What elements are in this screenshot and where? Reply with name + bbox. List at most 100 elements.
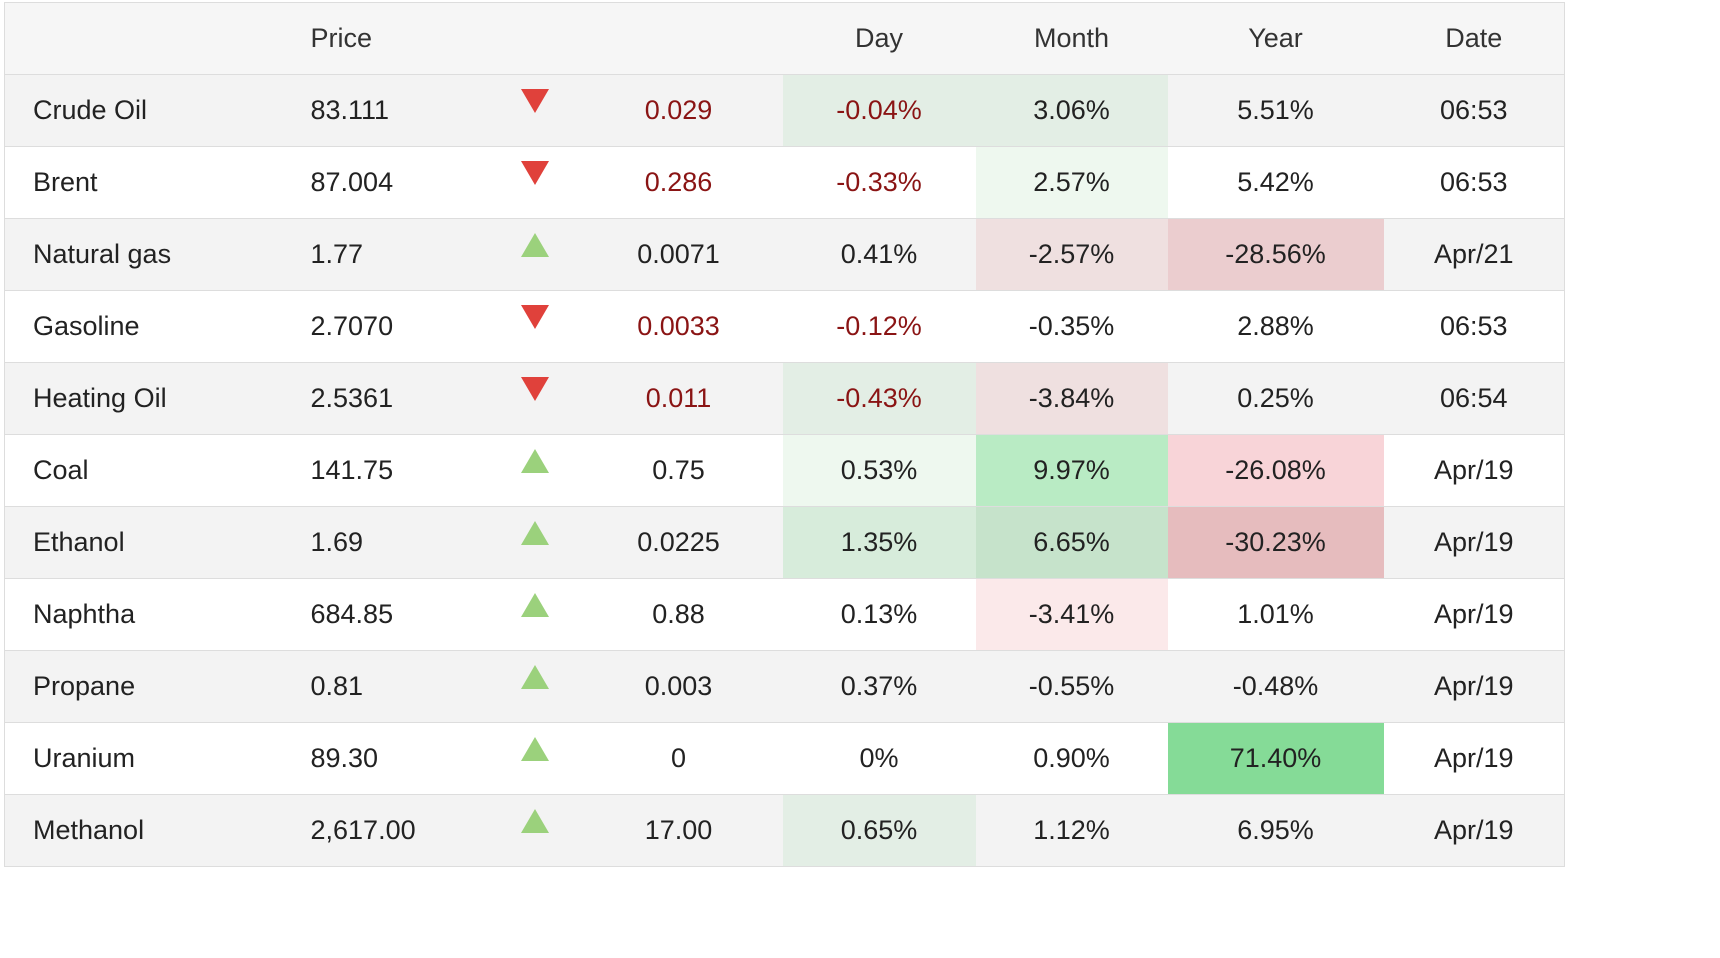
table-row[interactable]: Methanol 2,617.00 17.00 0.65% 1.12% 6.95% Apr/… bbox=[4, 794, 1565, 867]
date-cell: 06:53 bbox=[1383, 146, 1565, 219]
day-percent-cell: 0.13% bbox=[782, 578, 976, 651]
header-arrow bbox=[498, 2, 575, 75]
header-change bbox=[574, 2, 783, 75]
price-cell: 0.81 bbox=[282, 650, 499, 723]
commodity-name-link[interactable]: Brent bbox=[4, 146, 283, 219]
table-row[interactable]: Naphtha 684.85 0.88 0.13% -3.41% 1.01% Apr/19 bbox=[4, 578, 1565, 651]
commodity-name-link[interactable]: Naphtha bbox=[4, 578, 283, 651]
month-percent-cell: -0.35% bbox=[975, 290, 1168, 363]
triangle-up-icon bbox=[520, 808, 549, 833]
month-percent-cell: 3.06% bbox=[975, 74, 1168, 147]
month-percent-cell: -3.84% bbox=[975, 362, 1168, 435]
commodity-name-link[interactable]: Heating Oil bbox=[4, 362, 283, 435]
table-row[interactable]: Uranium 89.30 0 0% 0.90% 71.40% Apr/19 bbox=[4, 722, 1565, 795]
change-cell: 0.003 bbox=[574, 650, 783, 723]
up-arrow-cell bbox=[498, 650, 575, 723]
commodity-name-link[interactable]: Gasoline bbox=[4, 290, 283, 363]
year-percent-cell: -28.56% bbox=[1167, 218, 1384, 291]
energy-commodities-table: Price Day Month Year Date Crude Oil 83.11… bbox=[4, 2, 1565, 867]
price-cell: 83.111 bbox=[282, 74, 499, 147]
year-percent-cell: -26.08% bbox=[1167, 434, 1384, 507]
commodity-name-link[interactable]: Crude Oil bbox=[4, 74, 283, 147]
price-cell: 89.30 bbox=[282, 722, 499, 795]
change-cell: 0.0225 bbox=[574, 506, 783, 579]
date-cell: 06:54 bbox=[1383, 362, 1565, 435]
day-percent-cell: 0.65% bbox=[782, 794, 976, 867]
triangle-up-icon bbox=[520, 592, 549, 617]
day-percent-cell: -0.33% bbox=[782, 146, 976, 219]
table-row[interactable]: Brent 87.004 0.286 -0.33% 2.57% 5.42% 06:53 bbox=[4, 146, 1565, 219]
commodity-name-link[interactable]: Ethanol bbox=[4, 506, 283, 579]
triangle-down-icon bbox=[520, 304, 549, 329]
price-cell: 684.85 bbox=[282, 578, 499, 651]
triangle-up-icon bbox=[520, 232, 549, 257]
change-cell: 0.88 bbox=[574, 578, 783, 651]
price-cell: 1.69 bbox=[282, 506, 499, 579]
month-percent-cell: -3.41% bbox=[975, 578, 1168, 651]
price-cell: 141.75 bbox=[282, 434, 499, 507]
header-day[interactable]: Day bbox=[782, 2, 976, 75]
month-percent-cell: 2.57% bbox=[975, 146, 1168, 219]
commodity-name-link[interactable]: Uranium bbox=[4, 722, 283, 795]
date-cell: 06:53 bbox=[1383, 290, 1565, 363]
triangle-up-icon bbox=[520, 664, 549, 689]
header-price[interactable]: Price bbox=[282, 2, 499, 75]
date-cell: Apr/19 bbox=[1383, 434, 1565, 507]
commodity-name-link[interactable]: Methanol bbox=[4, 794, 283, 867]
triangle-down-icon bbox=[520, 160, 549, 185]
date-cell: Apr/19 bbox=[1383, 506, 1565, 579]
commodity-name-link[interactable]: Natural gas bbox=[4, 218, 283, 291]
price-cell: 2.5361 bbox=[282, 362, 499, 435]
down-arrow-cell bbox=[498, 290, 575, 363]
table-header-row: Price Day Month Year Date bbox=[4, 2, 1565, 75]
table-row[interactable]: Natural gas 1.77 0.0071 0.41% -2.57% -28.56% A… bbox=[4, 218, 1565, 291]
change-cell: 0.0071 bbox=[574, 218, 783, 291]
table-row[interactable]: Gasoline 2.7070 0.0033 -0.12% -0.35% 2.88% 06:… bbox=[4, 290, 1565, 363]
day-percent-cell: -0.04% bbox=[782, 74, 976, 147]
commodity-name-link[interactable]: Propane bbox=[4, 650, 283, 723]
change-cell: 0.286 bbox=[574, 146, 783, 219]
header-date[interactable]: Date bbox=[1383, 2, 1565, 75]
date-cell: 06:53 bbox=[1383, 74, 1565, 147]
year-percent-cell: -0.48% bbox=[1167, 650, 1384, 723]
price-cell: 2,617.00 bbox=[282, 794, 499, 867]
table-row[interactable]: Crude Oil 83.111 0.029 -0.04% 3.06% 5.51% 06:5… bbox=[4, 74, 1565, 147]
header-year[interactable]: Year bbox=[1167, 2, 1384, 75]
triangle-down-icon bbox=[520, 88, 549, 113]
table-row[interactable]: Heating Oil 2.5361 0.011 -0.43% -3.84% 0.25% 0… bbox=[4, 362, 1565, 435]
date-cell: Apr/19 bbox=[1383, 578, 1565, 651]
date-cell: Apr/19 bbox=[1383, 650, 1565, 723]
up-arrow-cell bbox=[498, 578, 575, 651]
day-percent-cell: 0.37% bbox=[782, 650, 976, 723]
commodities-table-container: Price Day Month Year Date Crude Oil 83.11… bbox=[4, 2, 1565, 867]
change-cell: 0.011 bbox=[574, 362, 783, 435]
price-cell: 2.7070 bbox=[282, 290, 499, 363]
year-percent-cell: 6.95% bbox=[1167, 794, 1384, 867]
change-cell: 0.0033 bbox=[574, 290, 783, 363]
header-month[interactable]: Month bbox=[975, 2, 1168, 75]
month-percent-cell: -2.57% bbox=[975, 218, 1168, 291]
year-percent-cell: 5.42% bbox=[1167, 146, 1384, 219]
table-row[interactable]: Propane 0.81 0.003 0.37% -0.55% -0.48% Apr/19 bbox=[4, 650, 1565, 723]
triangle-down-icon bbox=[520, 376, 549, 401]
change-cell: 0.75 bbox=[574, 434, 783, 507]
triangle-up-icon bbox=[520, 736, 549, 761]
month-percent-cell: 1.12% bbox=[975, 794, 1168, 867]
table-row[interactable]: Coal 141.75 0.75 0.53% 9.97% -26.08% Apr/19 bbox=[4, 434, 1565, 507]
month-percent-cell: 9.97% bbox=[975, 434, 1168, 507]
day-percent-cell: 0.41% bbox=[782, 218, 976, 291]
year-percent-cell: 5.51% bbox=[1167, 74, 1384, 147]
month-percent-cell: 0.90% bbox=[975, 722, 1168, 795]
date-cell: Apr/19 bbox=[1383, 722, 1565, 795]
up-arrow-cell bbox=[498, 794, 575, 867]
date-cell: Apr/19 bbox=[1383, 794, 1565, 867]
day-percent-cell: 0% bbox=[782, 722, 976, 795]
table-row[interactable]: Ethanol 1.69 0.0225 1.35% 6.65% -30.23% Apr/19 bbox=[4, 506, 1565, 579]
price-cell: 87.004 bbox=[282, 146, 499, 219]
commodity-name-link[interactable]: Coal bbox=[4, 434, 283, 507]
price-cell: 1.77 bbox=[282, 218, 499, 291]
down-arrow-cell bbox=[498, 146, 575, 219]
year-percent-cell: 1.01% bbox=[1167, 578, 1384, 651]
day-percent-cell: 0.53% bbox=[782, 434, 976, 507]
date-cell: Apr/21 bbox=[1383, 218, 1565, 291]
